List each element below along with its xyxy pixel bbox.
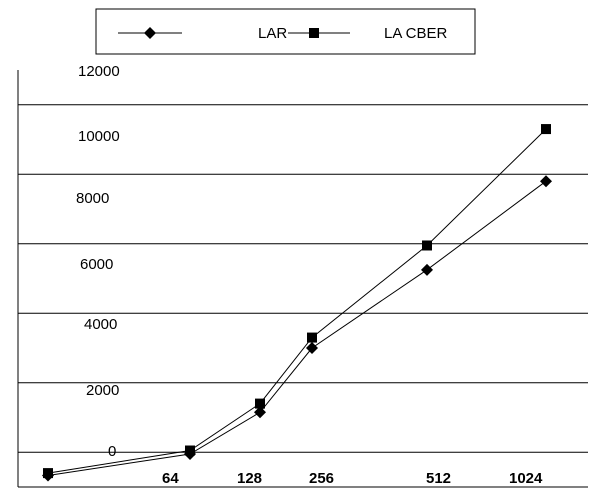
point-lar-4	[421, 263, 433, 276]
y-tick-label-8000: 8000	[76, 190, 109, 207]
x-tick-label-512: 512	[426, 470, 451, 487]
y-tick-label-6000: 6000	[80, 256, 113, 273]
series-line-lar	[47, 180, 547, 476]
point-la-cber-3	[307, 332, 317, 343]
x-tick-label-256: 256	[309, 470, 334, 487]
gridlines	[18, 104, 588, 488]
point-la-cber-4	[422, 240, 432, 251]
x-tick-labels: 64 128 256 512 1024	[162, 470, 543, 487]
series-lines	[47, 128, 547, 476]
y-tick-label-4000: 4000	[84, 316, 117, 333]
point-la-cber-0	[43, 468, 53, 479]
y-tick-label-0: 0	[108, 443, 116, 460]
legend-label-la-cber: LA CBER	[384, 25, 448, 42]
legend-label-lar: LAR	[258, 25, 287, 42]
point-la-cber-2	[255, 398, 265, 409]
y-tick-labels: 0 2000 4000 6000 8000 10000 12000	[76, 63, 120, 460]
y-tick-label-2000: 2000	[86, 382, 119, 399]
legend-marker-la-cber	[309, 28, 319, 38]
point-la-cber-5	[541, 124, 551, 135]
point-lar-3	[306, 342, 318, 354]
legend-marker-lar	[144, 27, 156, 39]
x-tick-label-128: 128	[237, 470, 262, 487]
y-tick-label-10000: 10000	[78, 128, 120, 145]
legend: LAR LA CBER	[95, 8, 476, 55]
y-tick-label-12000: 12000	[78, 63, 120, 80]
x-tick-label-64: 64	[162, 470, 179, 487]
legend-box	[95, 8, 476, 55]
x-tick-label-1024: 1024	[509, 470, 543, 487]
point-la-cber-1	[185, 445, 195, 456]
series-markers	[42, 124, 552, 482]
point-lar-2	[254, 406, 266, 419]
series-line-la-cber	[47, 128, 547, 474]
point-lar-5	[540, 175, 552, 188]
